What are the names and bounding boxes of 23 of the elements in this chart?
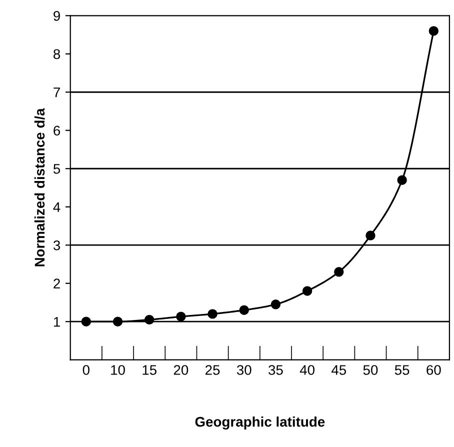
x-tick-label: 35 [268, 365, 283, 375]
x-tick-label: 15 [142, 365, 156, 375]
x-tick-label: 25 [206, 365, 220, 375]
y-tick-label: 4 [53, 202, 60, 212]
x-tick-label: 10 [111, 365, 125, 375]
y-tick-label: 5 [53, 164, 60, 174]
x-tick-label: 20 [174, 365, 188, 375]
x-tick-label: 55 [394, 365, 410, 375]
x-tick-label: 30 [236, 365, 252, 375]
y-tick-label: 9 [54, 10, 60, 21]
y-tick-label: 7 [54, 88, 60, 98]
y-axis-title: Normalized distance d/a [34, 108, 45, 266]
y-tick-label: 6 [54, 126, 60, 136]
x-tick-label: 60 [426, 365, 441, 375]
x-tick-label: 50 [363, 365, 378, 375]
x-axis-title: Geographic latitude [195, 416, 325, 430]
x-tick-label: 0 [82, 365, 90, 375]
y-tick-label: 2 [54, 278, 60, 288]
y-tick-label: 3 [53, 240, 60, 250]
y-tick-label: 1 [54, 317, 60, 327]
y-tick-label: 8 [54, 49, 60, 60]
x-tick-label: 40 [300, 365, 314, 375]
x-tick-label: 45 [331, 365, 346, 375]
